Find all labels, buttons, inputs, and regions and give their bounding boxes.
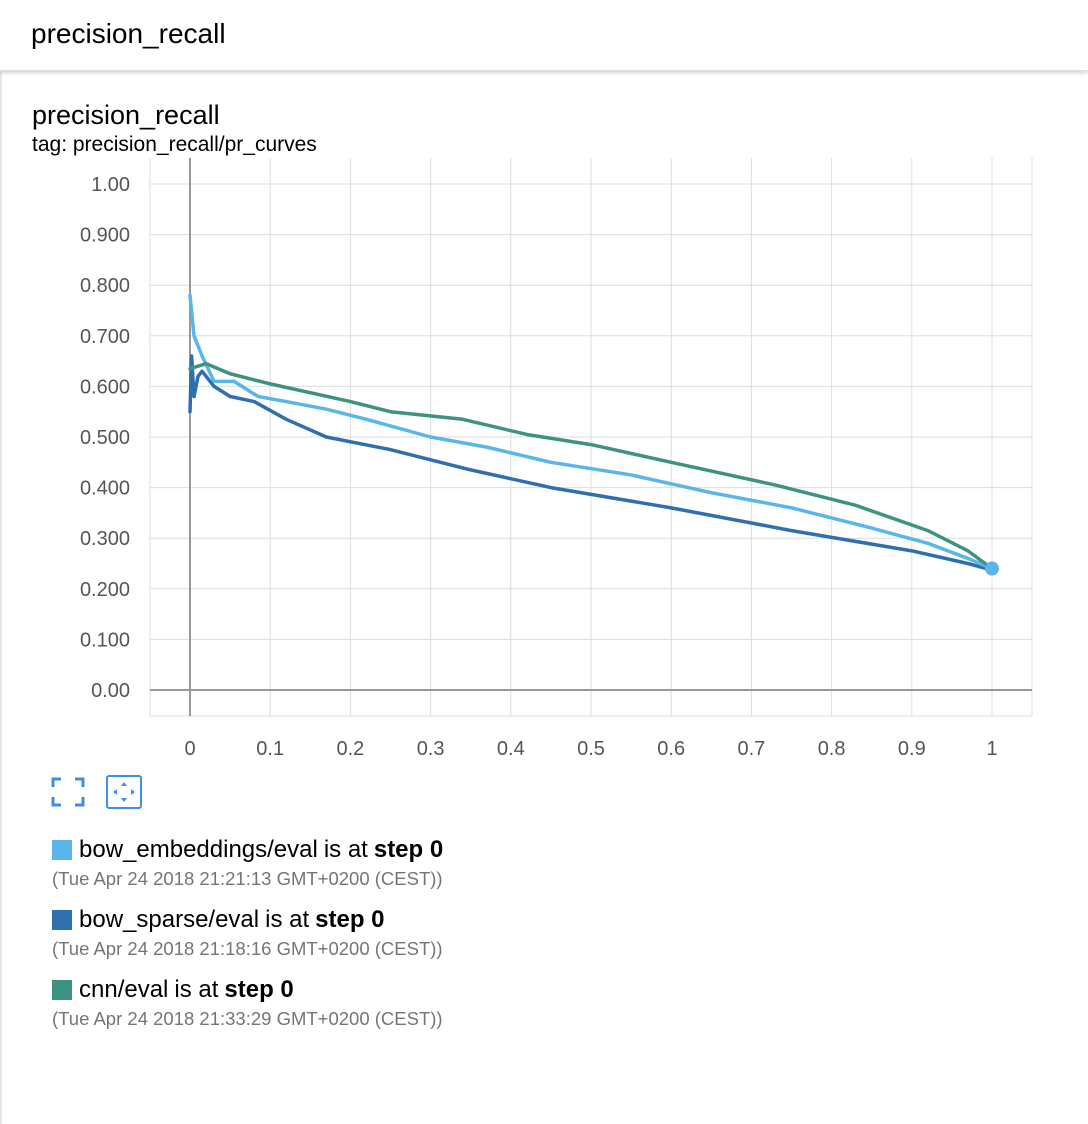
series-line-bow-sparse-eval — [188, 354, 994, 572]
y-tick-label: 0.700 — [80, 326, 130, 348]
x-tick-label: 0.7 — [737, 738, 765, 760]
y-tick-label: 0.600 — [80, 376, 130, 398]
x-tick-label: 0.9 — [898, 738, 926, 760]
run-timestamp: (Tue Apr 24 2018 21:33:29 GMT+0200 (CEST… — [52, 1008, 443, 1029]
run-name: bow_sparse/eval — [79, 906, 260, 933]
run-status-text: is at — [174, 976, 219, 1003]
y-tick-label: 0.00 — [91, 680, 130, 702]
grid — [149, 158, 1033, 717]
x-tick-label: 0.3 — [417, 738, 445, 760]
series-line-cnn-eval — [188, 361, 994, 571]
expand-icon — [51, 777, 85, 807]
y-tick-label: 0.900 — [80, 225, 130, 247]
card-tag: tag: precision_recall/pr_curves — [32, 133, 317, 156]
run-color-swatch — [52, 910, 72, 930]
page-title: precision_recall — [31, 18, 226, 49]
run-legend: bow_embeddings/eval is at step 0 (Tue Ap… — [52, 836, 443, 1046]
end-point-marker — [985, 561, 999, 576]
y-tick-label: 0.300 — [80, 528, 130, 550]
legend-run: bow_sparse/eval is at step 0 (Tue Apr 24… — [52, 906, 443, 976]
end-markers — [985, 561, 999, 576]
y-tick-label: 1.00 — [91, 174, 130, 196]
y-tick-label: 0.800 — [80, 275, 130, 297]
x-tick-label: 0.1 — [256, 738, 284, 760]
run-timestamp: (Tue Apr 24 2018 21:21:13 GMT+0200 (CEST… — [52, 868, 443, 889]
run-color-swatch — [52, 980, 72, 1000]
axes — [150, 158, 1032, 716]
fit-domain-button[interactable] — [106, 775, 142, 809]
run-name: bow_embeddings/eval — [79, 836, 318, 863]
top-bar: precision_recall — [0, 0, 1088, 71]
run-step: step 0 — [224, 976, 294, 1003]
expand-button[interactable] — [50, 775, 86, 809]
run-color-swatch — [52, 840, 72, 860]
y-tick-label: 0.100 — [80, 629, 130, 651]
left-divider — [0, 70, 2, 1124]
x-tick-label: 0.4 — [497, 738, 525, 760]
x-tick-label: 0.5 — [577, 738, 605, 760]
y-tick-label: 0.200 — [80, 579, 130, 601]
run-timestamp: (Tue Apr 24 2018 21:18:16 GMT+0200 (CEST… — [52, 938, 443, 959]
x-tick-label: 0.6 — [657, 738, 685, 760]
run-step: step 0 — [315, 906, 385, 933]
run-status-text: is at — [265, 906, 310, 933]
tick-labels: 0.00 0.100 0.200 0.300 0.400 0.500 0.600 0.700 0… — [80, 174, 998, 760]
y-tick-label: 0.500 — [80, 427, 130, 449]
fit-domain-icon — [113, 782, 135, 802]
run-name: cnn/eval — [79, 976, 169, 1003]
x-tick-label: 0.2 — [336, 738, 364, 760]
x-tick-label: 1 — [986, 738, 997, 760]
pr-curve-chart[interactable]: 0.00 0.100 0.200 0.300 0.400 0.500 0.600 0.700 0… — [0, 0, 1088, 780]
card-title: precision_recall — [32, 100, 220, 130]
series-lines — [188, 293, 994, 572]
series-line-bow-embeddings-eval — [188, 293, 994, 571]
x-tick-label: 0.8 — [818, 738, 846, 760]
legend-run: bow_embeddings/eval is at step 0 (Tue Ap… — [52, 836, 443, 906]
run-status-text: is at — [323, 836, 368, 863]
y-tick-label: 0.400 — [80, 478, 130, 500]
x-tick-label: 0 — [184, 738, 195, 760]
run-step: step 0 — [373, 836, 444, 863]
legend-run: cnn/eval is at step 0 (Tue Apr 24 2018 2… — [52, 976, 443, 1046]
